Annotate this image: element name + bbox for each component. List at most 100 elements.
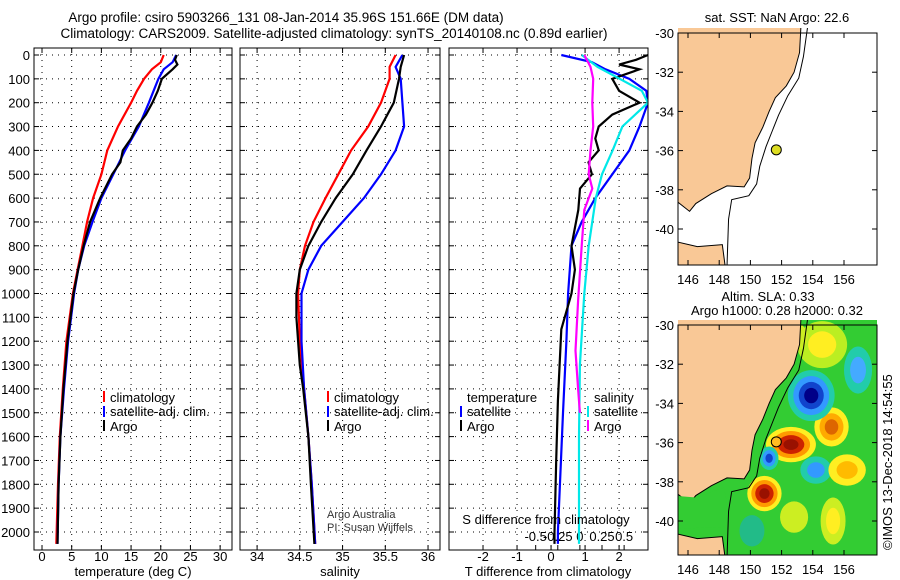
legend-mark-climatology: [103, 391, 105, 402]
series-satellite-adj-clim-: [300, 54, 406, 544]
series-temperature-satellite: [556, 53, 648, 544]
plot-frame: [448, 47, 649, 551]
depth-tick-label: 400: [8, 143, 30, 158]
legend-mark-satellite: [327, 406, 329, 417]
depth-tick-label: 2000: [1, 525, 30, 540]
legend-argo: Argo: [110, 419, 137, 434]
x-tick-label: 15: [124, 549, 138, 564]
legend-mark-argo: [103, 420, 105, 431]
depth-tick-label: 1100: [2, 310, 30, 325]
sla-anomaly: [826, 507, 841, 535]
difference-legend: temperature satellite Argo salinity sate…: [460, 390, 638, 434]
legend-temperature-title: temperature: [467, 390, 537, 405]
legend-mark-t-satellite: [460, 406, 462, 417]
series-group: [553, 53, 648, 544]
legend-mark-s-argo: [587, 420, 589, 431]
lon-tick-label: 146: [677, 562, 699, 577]
depth-tick-label: 1400: [1, 382, 30, 397]
depth-tick-label: 1500: [1, 406, 30, 421]
x-tick-label: 5: [68, 549, 75, 564]
s-x-tick-label: 0.25: [589, 529, 614, 544]
sla-anomaly: [759, 488, 770, 499]
x-tick-label: 20: [154, 549, 168, 564]
legend-climatology: climatology: [334, 390, 400, 405]
depth-tick-label: 900: [8, 263, 30, 278]
x-tick-label: 2: [615, 549, 622, 564]
lon-tick-label: 150: [740, 562, 762, 577]
x-tick-label: 34: [250, 549, 264, 564]
depth-tick-label: 1900: [1, 501, 30, 516]
legend-mark-t-argo: [460, 420, 462, 431]
difference-panel: -2 -1 0 1 2-0.5-0.25 0 0.25 0.5: [448, 47, 649, 564]
depth-tick-label: 1200: [1, 334, 30, 349]
sla-anomaly: [836, 461, 858, 479]
depth-tick-label: 1300: [1, 358, 30, 373]
x-tick-label: 35: [335, 549, 349, 564]
salinity-xlabel: salinity: [320, 564, 360, 579]
legend-argo: Argo: [334, 419, 361, 434]
series-salinity-argo: [574, 54, 595, 413]
legend-t-satellite: satellite: [467, 404, 511, 419]
salinity-legend: climatology satellite-adj. clim. Argo: [327, 390, 434, 434]
legend-climatology: climatology: [110, 390, 176, 405]
map-frame: [677, 324, 878, 556]
plot-frame: [239, 47, 441, 551]
x-tick-label: 25: [183, 549, 197, 564]
s-difference-xlabel: S difference from climatology: [462, 512, 630, 527]
sla-anomaly: [850, 356, 866, 384]
x-tick-label: -2: [477, 549, 489, 564]
lon-tick-label: 156: [833, 562, 855, 577]
x-tick-label: 35.5: [373, 549, 398, 564]
sst-map: 146 148 150 152 154 156 -30 -32 -34 -36 -38 -40: [655, 26, 878, 287]
lat-tick-label: -40: [655, 514, 674, 529]
lon-tick-label: 152: [771, 272, 793, 287]
lon-tick-label: 148: [708, 272, 730, 287]
lat-tick-label: -40: [655, 222, 674, 237]
depth-tick-label: 100: [8, 72, 30, 87]
land-mainland: [678, 320, 802, 505]
lon-tick-label: 152: [771, 562, 793, 577]
plot-frame: [33, 47, 233, 551]
legend-t-argo: Argo: [467, 419, 494, 434]
bass-strait: [678, 487, 729, 529]
lat-tick-label: -36: [655, 436, 674, 451]
land-tasmania: [678, 241, 726, 265]
lat-tick-label: -30: [655, 26, 674, 41]
x-tick-label: 0: [38, 549, 45, 564]
legend-mark-argo: [327, 420, 329, 431]
credit-argo-australia: Argo Australia: [327, 509, 396, 521]
depth-tick-label: 1000: [1, 287, 30, 302]
argo-profile-marker[interactable]: [770, 436, 782, 448]
sla-map-title1: Altim. SLA: 0.33: [721, 289, 814, 304]
sla-anomaly: [824, 419, 839, 435]
temperature-xlabel: temperature (deg C): [74, 564, 191, 579]
lat-tick-label: -30: [655, 318, 674, 333]
legend-mark-s-satellite: [587, 406, 589, 417]
lon-tick-label: 148: [708, 562, 730, 577]
argo-profile-marker[interactable]: [770, 144, 782, 156]
legend-satellite: satellite-adj. clim.: [334, 404, 434, 419]
lon-tick-label: 154: [802, 272, 824, 287]
lat-tick-label: -32: [655, 357, 674, 372]
legend-satellite: satellite-adj. clim.: [110, 404, 210, 419]
depth-tick-label: 700: [8, 215, 30, 230]
credit-pi: PI: Susan Wijffels: [327, 522, 413, 534]
x-tick-label: -1: [511, 549, 523, 564]
temperature-panel: 0100200300400500600700800900100011001200…: [1, 47, 233, 564]
x-tick-label: 36: [421, 549, 435, 564]
depth-tick-label: 300: [8, 120, 30, 135]
sst-map-title: sat. SST: NaN Argo: 22.6: [705, 10, 850, 25]
legend-mark-satellite: [103, 406, 105, 417]
x-tick-label: 0: [547, 549, 554, 564]
figure-title-line2: Climatology: CARS2009. Satellite-adjuste…: [60, 26, 607, 41]
sla-anomaly: [808, 331, 837, 358]
lat-tick-label: -38: [655, 183, 674, 198]
lon-tick-label: 146: [677, 272, 699, 287]
sla-anomaly: [783, 439, 799, 450]
figure-title-line1: Argo profile: csiro 5903266_131 08-Jan-2…: [68, 10, 503, 25]
temperature-legend: climatology satellite-adj. clim. Argo: [103, 390, 210, 434]
salinity-panel: 34 34.5 35 35.5 36: [239, 47, 441, 564]
depth-tick-label: 800: [8, 239, 30, 254]
legend-salinity-title: salinity: [594, 390, 634, 405]
